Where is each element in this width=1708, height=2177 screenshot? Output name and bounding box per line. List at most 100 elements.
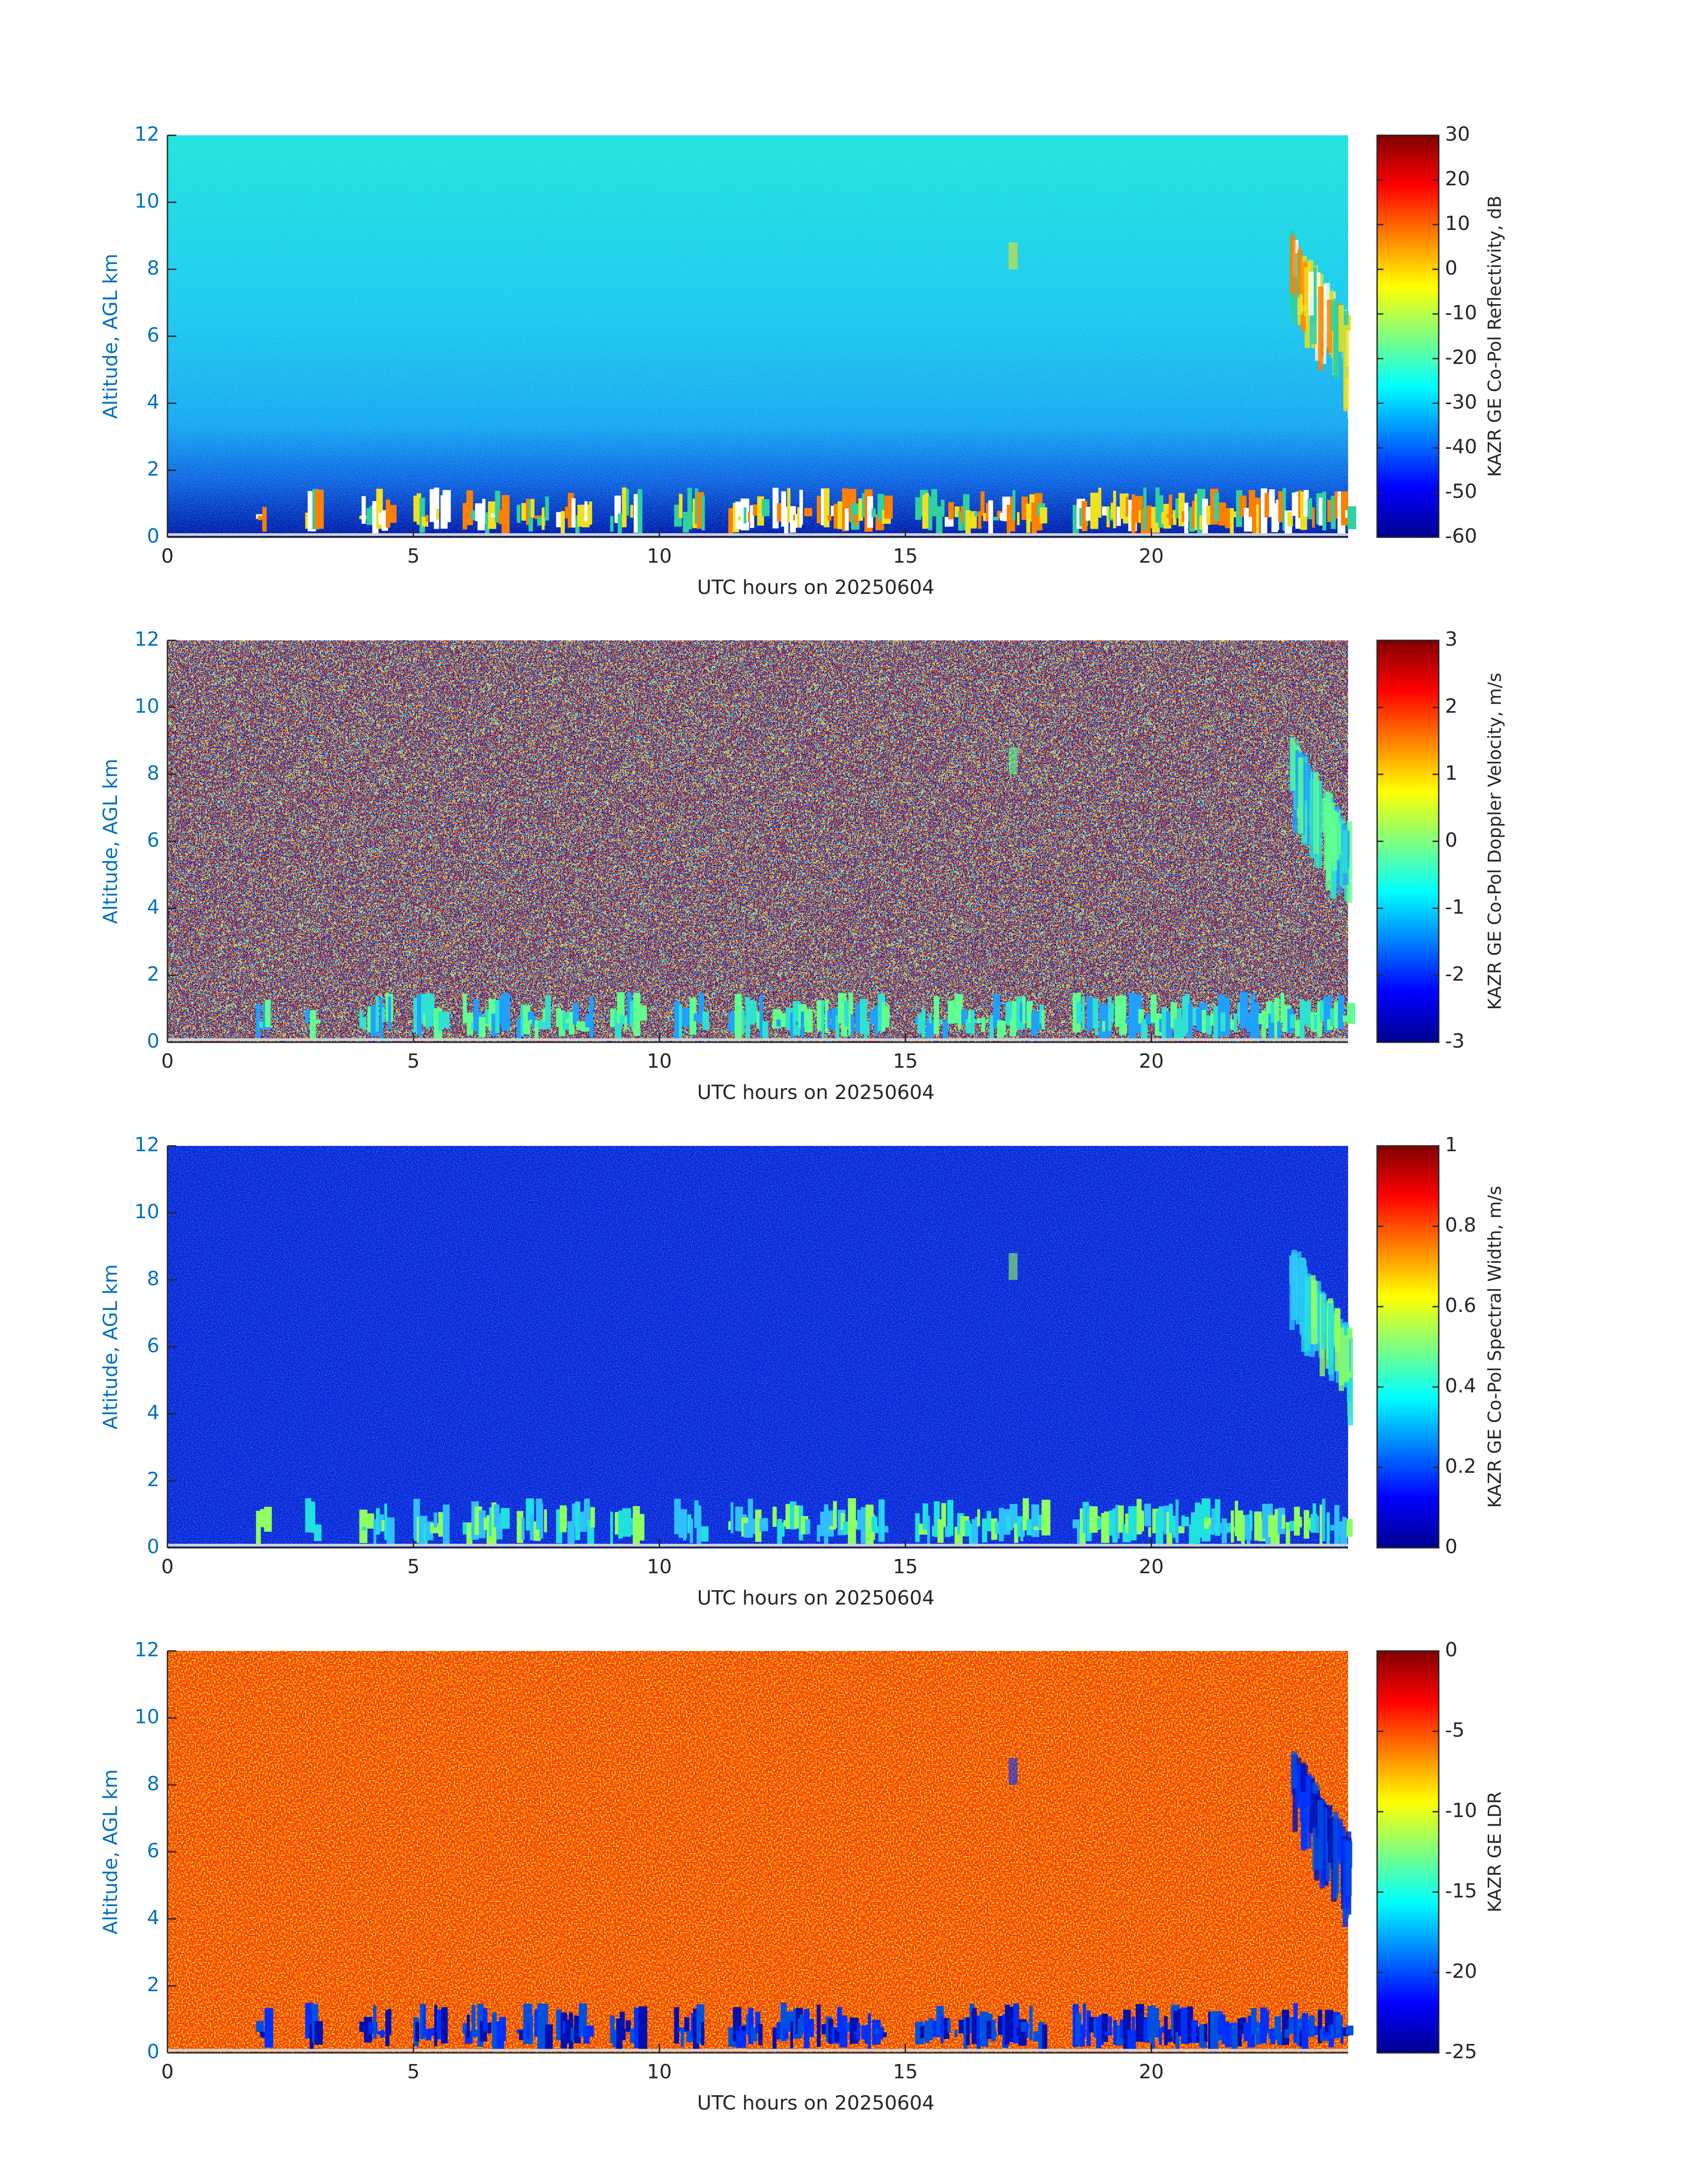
x-tick-label: 0	[161, 1555, 174, 1578]
y-tick-label: 10	[134, 190, 159, 213]
surface-line	[167, 1544, 1348, 1546]
x-tick-label: 10	[647, 1050, 672, 1073]
colorbar-tick-label: -50	[1445, 480, 1477, 503]
colorbar	[1376, 1650, 1440, 2054]
y-tick-label: 6	[147, 1334, 159, 1357]
y-tick-label: 8	[147, 1772, 159, 1795]
colorbar-tick-label: 2	[1445, 695, 1457, 718]
colorbar-tick-label: 0.6	[1445, 1294, 1476, 1317]
y-axis-label: Altitude, AGL km	[99, 759, 122, 924]
surface-line	[167, 533, 1348, 536]
colorbar-tick-label: -25	[1445, 2040, 1477, 2063]
colorbar-tick-label: 0.2	[1445, 1455, 1476, 1478]
y-tick-label: 0	[147, 1030, 159, 1053]
colorbar-tick-label: -40	[1445, 435, 1477, 458]
cloud-features	[256, 230, 1357, 536]
y-tick-label: 2	[147, 963, 159, 986]
x-axis-label: UTC hours on 20250604	[697, 576, 935, 599]
field-texture	[167, 135, 1348, 537]
y-tick-label: 6	[147, 324, 159, 347]
axes	[167, 639, 1348, 1043]
x-axis-label: UTC hours on 20250604	[697, 1081, 935, 1104]
y-axis-label: Altitude, AGL km	[99, 254, 122, 419]
axes	[167, 1650, 1348, 2054]
colorbar-tick-label: -10	[1445, 1799, 1477, 1822]
field-texture	[167, 1651, 1348, 2053]
colorbar	[1376, 134, 1440, 538]
colorbar-tick-label: -1	[1445, 896, 1465, 919]
y-tick-label: 6	[147, 1839, 159, 1862]
y-tick-label: 0	[147, 2040, 159, 2063]
colorbar-tick-label: 0	[1445, 257, 1457, 280]
cloud-features	[256, 1751, 1353, 2051]
x-tick-label: 5	[407, 1050, 420, 1073]
y-tick-label: 4	[147, 1906, 159, 1929]
colorbar-tick-label: -20	[1445, 346, 1477, 369]
x-tick-label: 5	[407, 1555, 420, 1578]
x-axis-label: UTC hours on 20250604	[697, 2092, 935, 2114]
colorbar	[1376, 1145, 1440, 1549]
y-tick-label: 10	[134, 1200, 159, 1223]
colorbar-tick-label: 0	[1445, 1638, 1457, 1661]
y-tick-label: 6	[147, 829, 159, 852]
x-tick-label: 5	[407, 545, 420, 568]
axes	[167, 134, 1348, 538]
colorbar-tick-label: -20	[1445, 1960, 1477, 1983]
colorbar-tick-label: 20	[1445, 167, 1470, 190]
x-tick-label: 15	[893, 1050, 918, 1073]
x-tick-label: 0	[161, 2060, 174, 2083]
colorbar	[1376, 639, 1440, 1043]
colorbar-label: KAZR GE Co-Pol Doppler Velocity, m/s	[1485, 673, 1505, 1010]
colorbar-gradient	[1376, 134, 1440, 538]
colorbar-tick-label: 1	[1445, 1133, 1457, 1156]
x-tick-label: 0	[161, 1050, 174, 1073]
colorbar-tick-label: -5	[1445, 1719, 1465, 1742]
colorbar-gradient	[1376, 1145, 1440, 1549]
surface-line	[167, 2049, 1348, 2052]
x-tick-label: 10	[647, 2060, 672, 2083]
colorbar-label: KAZR GE Co-Pol Reflectivity, dB	[1485, 196, 1505, 477]
y-tick-label: 8	[147, 762, 159, 785]
colorbar-tick-label: -30	[1445, 391, 1477, 414]
y-tick-label: 0	[147, 525, 159, 547]
cloud-features	[256, 737, 1355, 1041]
axes	[167, 1145, 1348, 1549]
y-tick-label: 4	[147, 1401, 159, 1424]
colorbar-tick-label: 30	[1445, 123, 1470, 146]
x-tick-label: 20	[1139, 545, 1164, 568]
y-tick-label: 2	[147, 1468, 159, 1491]
y-tick-label: 12	[134, 123, 159, 146]
y-tick-label: 12	[134, 1638, 159, 1661]
y-tick-label: 8	[147, 1267, 159, 1290]
x-tick-label: 5	[407, 2060, 420, 2083]
field-texture	[167, 640, 1348, 1042]
colorbar-tick-label: -60	[1445, 525, 1477, 547]
colorbar-tick-label: 1	[1445, 762, 1457, 785]
x-tick-label: 15	[893, 1555, 918, 1578]
y-tick-label: 10	[134, 1705, 159, 1728]
x-tick-label: 20	[1139, 1050, 1164, 1073]
y-tick-label: 4	[147, 896, 159, 919]
cloud-features	[256, 1249, 1353, 1546]
colorbar-tick-label: 0.4	[1445, 1375, 1476, 1397]
colorbar-tick-label: 0	[1445, 829, 1457, 852]
y-tick-label: 4	[147, 391, 159, 414]
x-tick-label: 20	[1139, 2060, 1164, 2083]
field-texture	[167, 1146, 1348, 1548]
colorbar-tick-label: -3	[1445, 1030, 1465, 1053]
y-tick-label: 0	[147, 1535, 159, 1558]
surface-line	[167, 1038, 1348, 1041]
colorbar-label: KAZR GE LDR	[1485, 1792, 1505, 1913]
y-tick-label: 8	[147, 257, 159, 280]
y-tick-label: 10	[134, 695, 159, 718]
colorbar-tick-label: 0.8	[1445, 1214, 1476, 1237]
y-axis-label: Altitude, AGL km	[99, 1264, 122, 1429]
colorbar-gradient	[1376, 1650, 1440, 2054]
x-tick-label: 20	[1139, 1555, 1164, 1578]
y-tick-label: 2	[147, 1973, 159, 1996]
y-axis-label: Altitude, AGL km	[99, 1769, 122, 1935]
y-tick-label: 12	[134, 1133, 159, 1156]
